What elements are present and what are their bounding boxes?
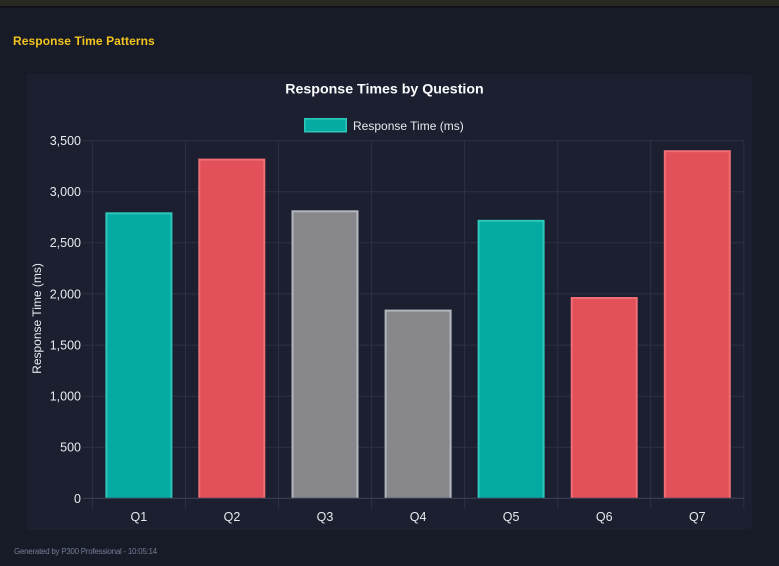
- svg-text:Q3: Q3: [317, 510, 334, 524]
- svg-text:3,500: 3,500: [50, 134, 81, 148]
- svg-text:Response Times by Question: Response Times by Question: [285, 82, 483, 98]
- svg-text:1,000: 1,000: [50, 390, 81, 404]
- svg-text:Response Time (ms): Response Time (ms): [30, 263, 44, 374]
- svg-text:Q4: Q4: [410, 510, 427, 524]
- svg-text:Q5: Q5: [503, 510, 520, 524]
- svg-text:1,500: 1,500: [50, 339, 81, 353]
- svg-text:0: 0: [74, 492, 81, 506]
- svg-text:Q6: Q6: [596, 510, 613, 524]
- svg-text:3,000: 3,000: [50, 185, 81, 199]
- svg-text:Q1: Q1: [131, 510, 148, 524]
- svg-text:500: 500: [60, 441, 81, 455]
- svg-text:2,000: 2,000: [50, 287, 81, 301]
- svg-text:Response Time (ms): Response Time (ms): [353, 119, 464, 133]
- svg-text:2,500: 2,500: [50, 236, 81, 250]
- svg-text:Q7: Q7: [689, 510, 706, 524]
- svg-text:Q2: Q2: [224, 510, 241, 524]
